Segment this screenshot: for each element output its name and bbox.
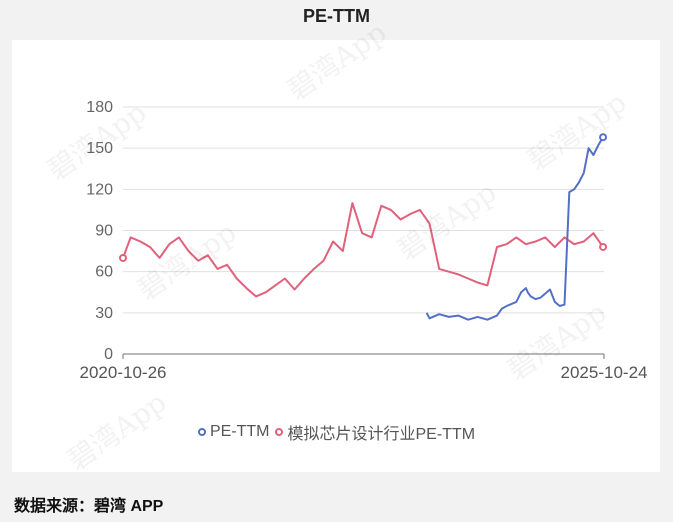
series-line-0	[425, 136, 604, 321]
legend-marker-icon	[197, 428, 206, 436]
series-end-point-0	[599, 133, 608, 142]
data-source-note: 数据来源：碧湾 APP	[14, 498, 164, 515]
legend-marker-icon	[275, 428, 284, 436]
series-start-point-1	[119, 253, 127, 262]
y-tick-label: 150	[86, 140, 113, 157]
series-layer	[119, 133, 608, 321]
series-end-point-1	[599, 242, 608, 251]
legend-item-pe-ttm[interactable]: PE-TTM	[197, 420, 270, 444]
y-tick-label: 60	[95, 264, 113, 281]
y-tick-label: 120	[86, 181, 113, 198]
y-tick-label: 180	[86, 99, 113, 116]
y-tick-label: 30	[95, 305, 113, 322]
axis-layer: 0 30 60 90 120 150 180 2020-10-26 2025-10-24	[80, 99, 648, 382]
series-line-1	[122, 202, 604, 298]
legend-label: 模拟芯片设计行业PE-TTM	[287, 426, 476, 443]
legend-item-industry-pe-ttm[interactable]: 模拟芯片设计行业PE-TTM	[275, 420, 475, 444]
x-tick-label-end: 2025-10-24	[561, 363, 648, 382]
chart-title: PE-TTM	[303, 6, 370, 26]
legend-label: PE-TTM	[209, 423, 270, 440]
x-tick-label-start: 2020-10-26	[80, 363, 167, 382]
y-tick-label: 0	[104, 346, 113, 363]
grid-layer	[123, 106, 604, 314]
chart-legend: PE-TTM 模拟芯片设计行业PE-TTM	[0, 420, 673, 444]
y-tick-label: 90	[95, 223, 113, 240]
